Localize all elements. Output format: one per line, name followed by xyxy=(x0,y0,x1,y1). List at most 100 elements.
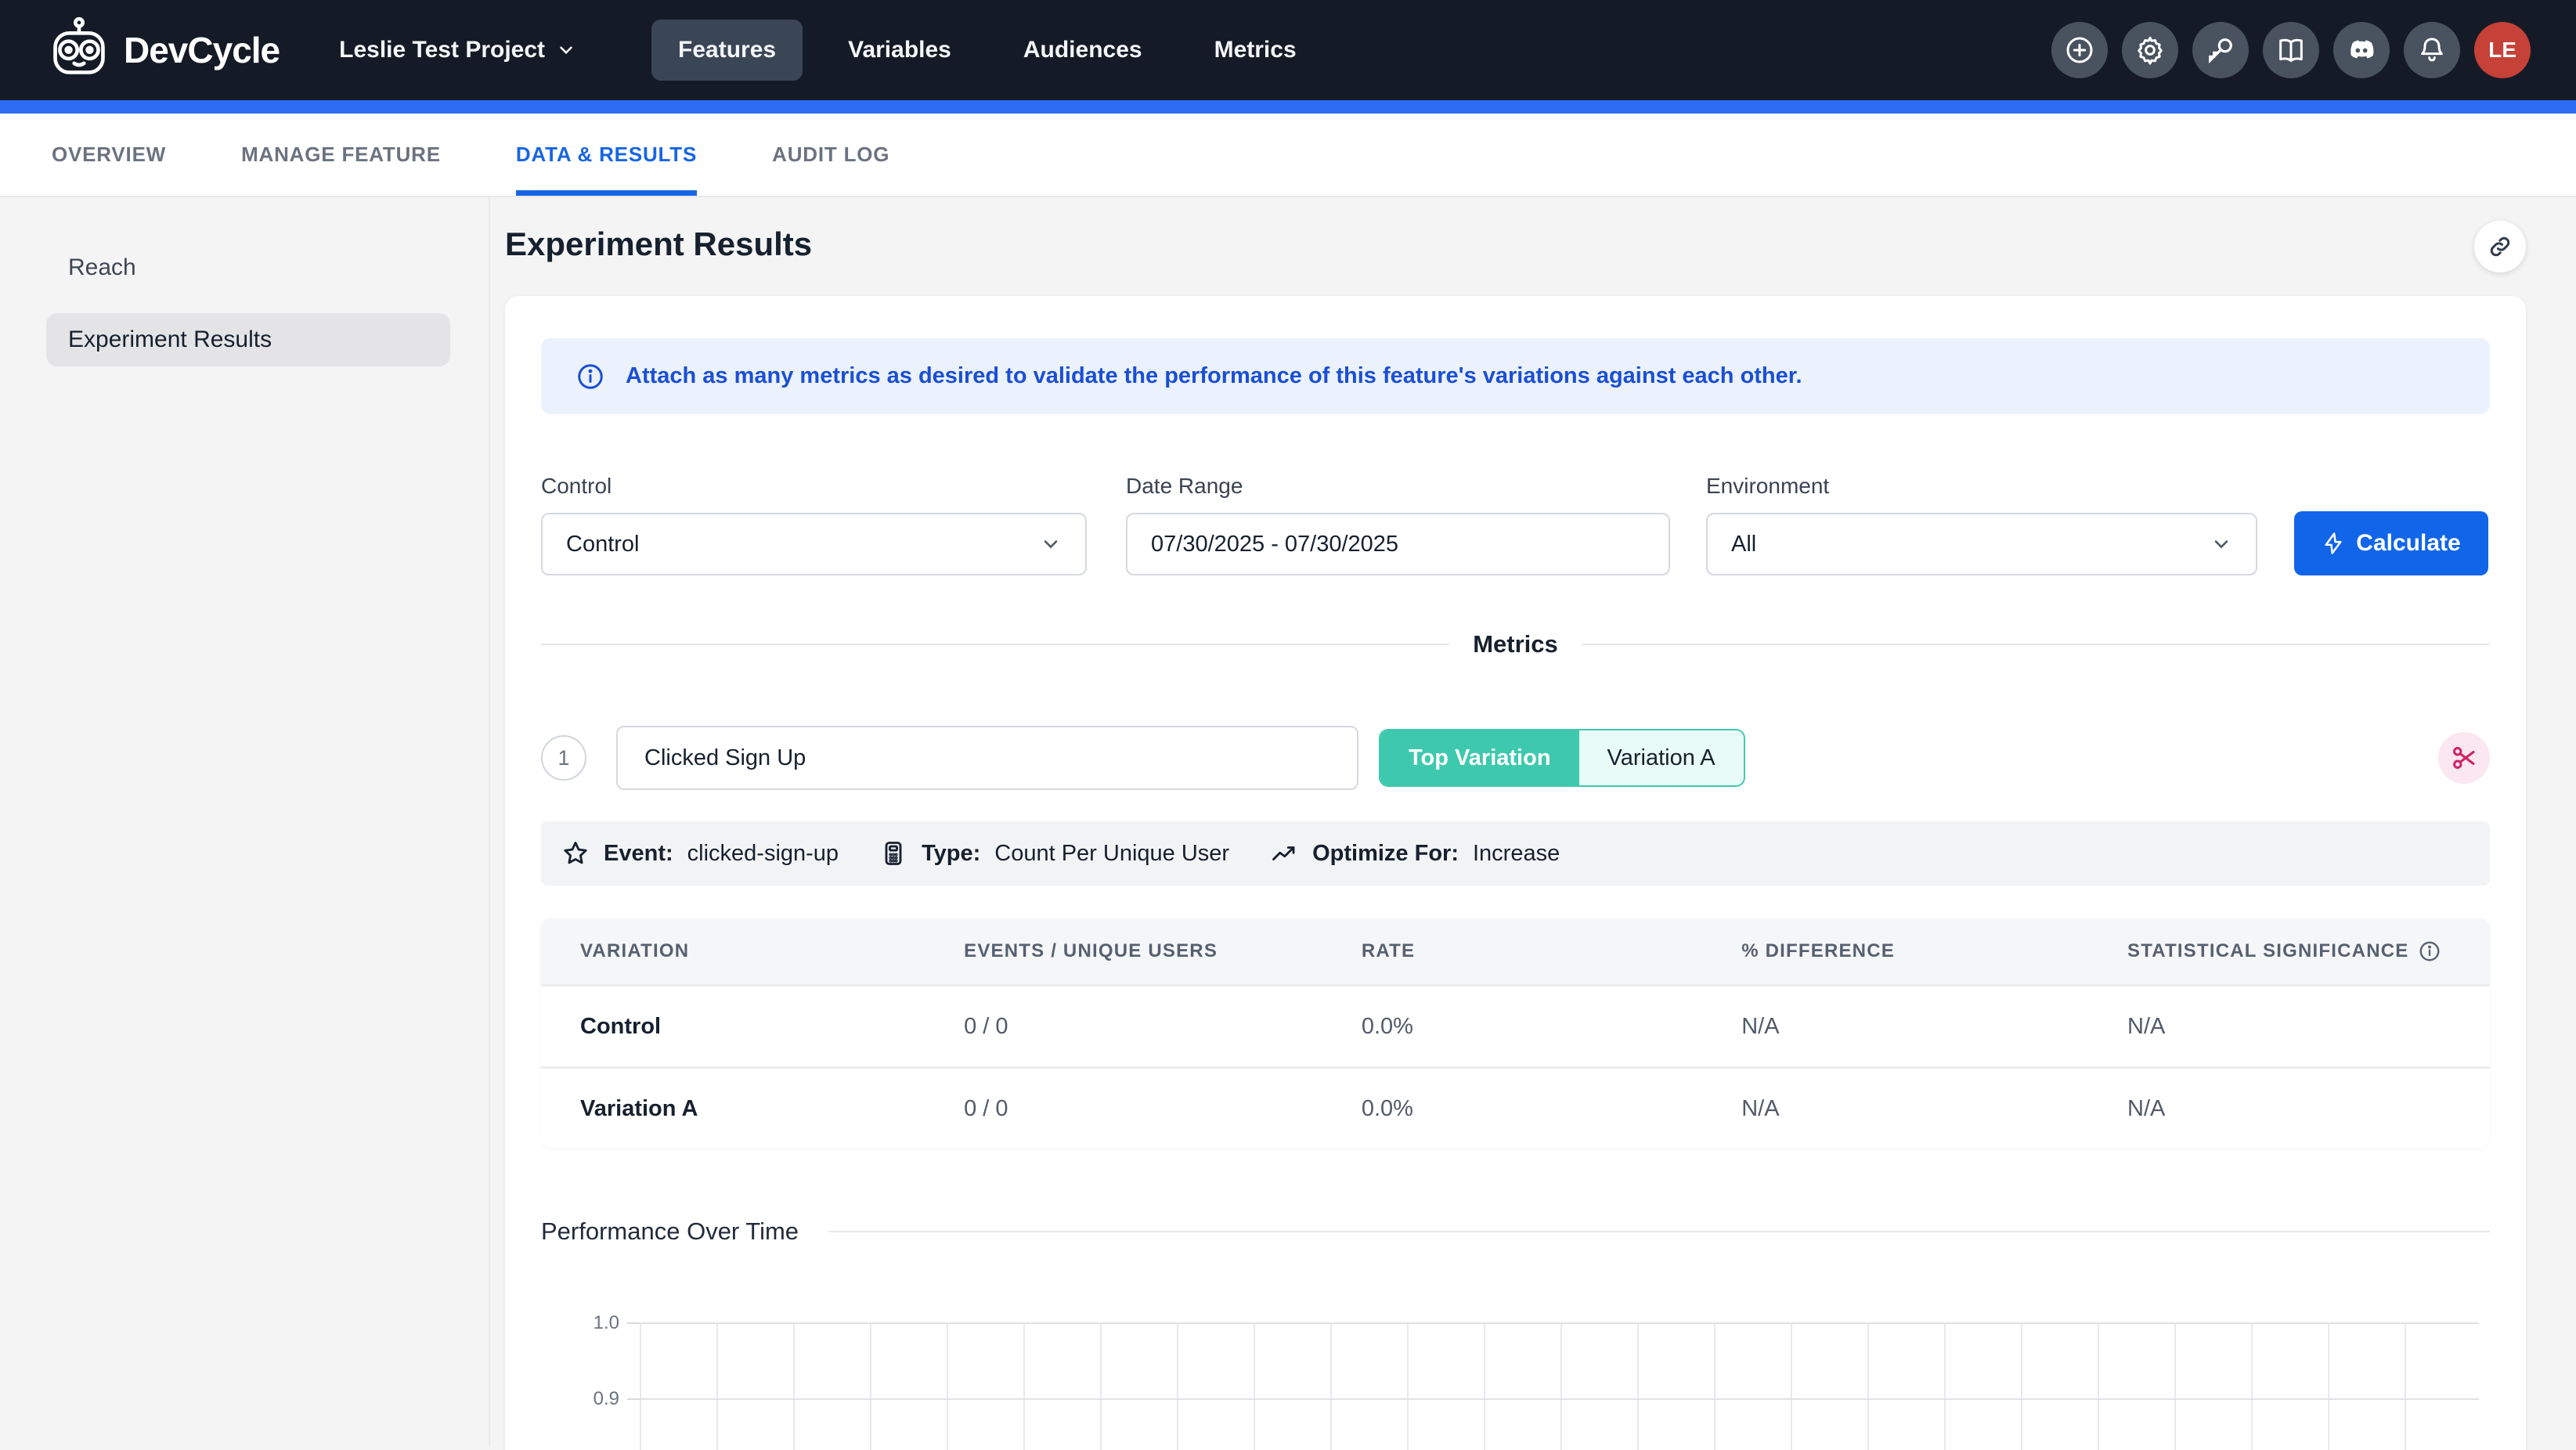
col-significance: STATISTICAL SIGNIFICANCE xyxy=(2127,940,2490,963)
tab-data-results[interactable]: DATA & RESULTS xyxy=(516,114,697,196)
performance-rule xyxy=(828,1231,2490,1232)
info-banner-text: Attach as many metrics as desired to val… xyxy=(626,363,1802,389)
tab-audit-log[interactable]: AUDIT LOG xyxy=(772,114,889,196)
scissors-icon xyxy=(2450,744,2478,772)
feature-tabbar: OVERVIEW MANAGE FEATURE DATA & RESULTS A… xyxy=(0,114,2576,197)
event-label: Event: xyxy=(604,841,673,867)
sidebar-item-reach[interactable]: Reach xyxy=(46,241,450,294)
tab-overview[interactable]: OVERVIEW xyxy=(52,114,166,196)
type-value: Count Per Unique User xyxy=(994,841,1229,867)
top-navbar: DevCycle Leslie Test Project Features Va… xyxy=(0,0,2576,100)
lightning-icon xyxy=(2322,532,2345,555)
notifications-button[interactable] xyxy=(2404,22,2460,78)
col-variation: VARIATION xyxy=(541,940,964,962)
trending-up-icon xyxy=(1270,839,1298,867)
experiment-results-card: Attach as many metrics as desired to val… xyxy=(505,296,2526,1450)
plus-circle-icon xyxy=(2064,34,2095,66)
link-icon xyxy=(2487,233,2513,260)
environment-select-value: All xyxy=(1731,532,1756,557)
col-significance-label: STATISTICAL SIGNIFICANCE xyxy=(2127,940,2408,962)
info-icon xyxy=(575,362,605,391)
calculate-button-label: Calculate xyxy=(2356,530,2460,557)
chevron-down-icon xyxy=(2210,533,2232,555)
type-label: Type: xyxy=(922,841,980,867)
calculate-button[interactable]: Calculate xyxy=(2294,511,2488,575)
sidebar-item-experiment-results[interactable]: Experiment Results xyxy=(46,313,450,366)
nav-item-audiences[interactable]: Audiences xyxy=(997,20,1169,81)
gridline-1-0 xyxy=(640,1322,2479,1324)
control-group: Control Control xyxy=(541,474,1087,575)
user-avatar[interactable]: LE xyxy=(2474,22,2531,78)
col-events: EVENTS / UNIQUE USERS xyxy=(964,940,1362,962)
nav-item-features[interactable]: Features xyxy=(651,20,803,81)
results-table: VARIATION EVENTS / UNIQUE USERS RATE % D… xyxy=(541,918,2490,1149)
info-icon[interactable] xyxy=(2418,940,2441,963)
add-button[interactable] xyxy=(2051,22,2108,78)
control-select[interactable]: Control xyxy=(541,513,1087,575)
chevron-down-icon xyxy=(1040,533,1062,555)
metrics-divider-label: Metrics xyxy=(1449,630,1582,658)
docs-button[interactable] xyxy=(2263,22,2319,78)
y-axis-tick-label: 0.9 xyxy=(541,1388,619,1410)
environment-label: Environment xyxy=(1706,474,2257,499)
bell-icon xyxy=(2416,34,2448,66)
metric-name-input[interactable] xyxy=(616,726,1358,790)
nav-item-variables[interactable]: Variables xyxy=(821,20,978,81)
discord-icon xyxy=(2346,34,2377,66)
date-range-input[interactable] xyxy=(1126,513,1670,575)
row-events: 0 / 0 xyxy=(964,1096,1362,1122)
remove-metric-button[interactable] xyxy=(2438,732,2490,784)
col-rate: RATE xyxy=(1362,940,1741,962)
y-axis-tick-label: 1.0 xyxy=(541,1312,619,1334)
row-significance: N/A xyxy=(2127,1014,2490,1040)
copy-link-button[interactable] xyxy=(2474,221,2526,272)
content-area: Reach Experiment Results Experiment Resu… xyxy=(0,197,2576,1447)
project-name: Leslie Test Project xyxy=(339,37,545,63)
book-icon xyxy=(2275,34,2307,66)
table-header: VARIATION EVENTS / UNIQUE USERS RATE % D… xyxy=(541,918,2490,984)
devcycle-logo[interactable]: DevCycle xyxy=(45,15,280,86)
gridline-0-9 xyxy=(640,1398,2479,1400)
row-events: 0 / 0 xyxy=(964,1014,1362,1040)
metrics-divider: Metrics xyxy=(541,629,2490,660)
row-rate: 0.0% xyxy=(1362,1014,1741,1040)
accent-strip xyxy=(0,100,2576,114)
date-range-label: Date Range xyxy=(1126,474,1670,499)
main-panel: Experiment Results Attach as many metric… xyxy=(490,197,2576,1447)
brand-name: DevCycle xyxy=(124,29,280,71)
controls-row: Control Control Date Range Environment A… xyxy=(541,474,2490,575)
row-variation: Variation A xyxy=(541,1096,964,1122)
environment-select[interactable]: All xyxy=(1706,513,2257,575)
optimize-label: Optimize For: xyxy=(1312,841,1459,867)
primary-nav: Features Variables Audiences Metrics xyxy=(651,20,1323,81)
info-banner: Attach as many metrics as desired to val… xyxy=(541,338,2490,414)
table-row: Variation A 0 / 0 0.0% N/A N/A xyxy=(541,1066,2490,1149)
toggle-top-variation[interactable]: Top Variation xyxy=(1380,730,1579,785)
metric-event: Event: clicked-sign-up xyxy=(561,839,839,867)
date-range-group: Date Range xyxy=(1126,474,1670,575)
metric-index-badge: 1 xyxy=(541,735,586,781)
row-difference: N/A xyxy=(1741,1096,2127,1122)
control-select-value: Control xyxy=(566,532,640,557)
calculator-icon xyxy=(879,839,907,867)
metric-type: Type: Count Per Unique User xyxy=(879,839,1229,867)
row-variation: Control xyxy=(541,1014,964,1040)
toggle-variation-a[interactable]: Variation A xyxy=(1579,730,1744,785)
performance-section-header: Performance Over Time xyxy=(541,1217,2490,1246)
optimize-value: Increase xyxy=(1473,841,1560,867)
row-difference: N/A xyxy=(1741,1014,2127,1040)
page-title: Experiment Results xyxy=(505,225,812,263)
tab-manage-feature[interactable]: MANAGE FEATURE xyxy=(241,114,441,196)
row-significance: N/A xyxy=(2127,1096,2490,1122)
metric-row: 1 Top Variation Variation A xyxy=(541,726,2490,790)
performance-chart: 1.0 0.9 xyxy=(541,1322,2490,1450)
metric-optimize: Optimize For: Increase xyxy=(1270,839,1560,867)
discord-button[interactable] xyxy=(2333,22,2390,78)
settings-button[interactable] xyxy=(2122,22,2178,78)
metric-meta-strip: Event: clicked-sign-up Type: Count Per U… xyxy=(541,821,2490,886)
nav-item-metrics[interactable]: Metrics xyxy=(1188,20,1323,81)
devcycle-robot-icon xyxy=(45,15,113,86)
chevron-down-icon xyxy=(556,40,576,60)
api-keys-button[interactable] xyxy=(2192,22,2249,78)
project-selector[interactable]: Leslie Test Project xyxy=(339,37,576,63)
